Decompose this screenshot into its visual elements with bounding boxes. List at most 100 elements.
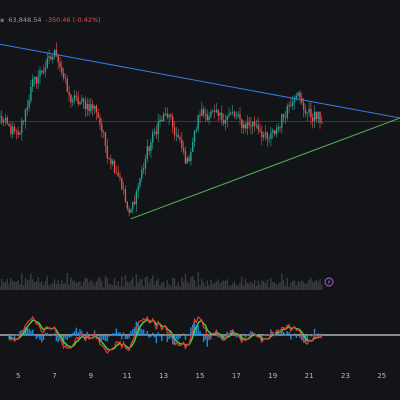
candle-body — [170, 114, 172, 117]
candle-body — [113, 160, 116, 173]
price-header: ▪ 63,848.54 -350.46 (-0.42%) — [0, 14, 101, 26]
candle-body — [202, 109, 205, 115]
oscillator-histogram-bar — [281, 330, 283, 336]
candle-body — [72, 100, 74, 103]
candle-body — [128, 208, 130, 213]
oscillator-histogram-bar — [13, 335, 16, 339]
candle-body — [219, 112, 221, 116]
resistance-trendline — [0, 43, 400, 119]
volume-bar — [235, 285, 238, 290]
volume-bar — [132, 277, 134, 290]
candle-body — [135, 191, 138, 205]
candle-body — [262, 134, 265, 138]
candle-body — [159, 119, 161, 122]
candle-body — [282, 114, 285, 118]
oscillator-histogram-bar — [264, 334, 267, 336]
candle-body — [217, 109, 219, 116]
candle-body — [252, 121, 254, 127]
volume-bar — [84, 277, 87, 290]
oscillator-histogram-bar — [224, 335, 227, 337]
volume-bar — [192, 276, 194, 290]
candle-body — [192, 141, 194, 152]
oscillator-histogram-bar — [39, 335, 41, 341]
volume-bar — [230, 285, 232, 290]
oscillator-histogram-bar — [66, 335, 68, 341]
oscillator-histogram-bar — [146, 330, 148, 336]
candle-body — [312, 117, 314, 121]
volume-bar — [15, 282, 18, 290]
lightning-icon[interactable] — [324, 277, 334, 287]
volume-bar — [246, 282, 248, 290]
oscillator-histogram-bar — [62, 335, 65, 345]
candle-body — [215, 109, 218, 112]
candle-body — [153, 131, 156, 133]
oscillator-histogram-bar — [88, 335, 90, 338]
oscillator-histogram-bar — [152, 332, 154, 336]
support-trendline — [130, 117, 400, 220]
candle-body — [64, 78, 67, 79]
volume-bar — [313, 281, 316, 290]
candle-body — [44, 67, 47, 72]
oscillator-histogram-bar — [306, 335, 308, 341]
oscillator-histogram-bar — [246, 334, 248, 336]
volume-bar — [202, 282, 205, 290]
volume-bar — [81, 285, 83, 290]
volume-bar — [57, 280, 59, 290]
candle-body — [301, 97, 303, 103]
volume-bar — [52, 283, 54, 290]
volume-bar — [321, 284, 323, 290]
volume-bar — [259, 284, 261, 290]
volume-bar — [286, 277, 288, 290]
candle-body — [55, 49, 58, 56]
oscillator-histogram-bar — [108, 335, 110, 337]
candle-body — [144, 158, 147, 169]
oscillator-histogram-bar — [268, 334, 270, 336]
candle-body — [19, 133, 21, 135]
volume-bar — [12, 281, 14, 290]
x-axis: 5 7 9 11 13 15 17 19 21 23 25 — [16, 372, 386, 380]
volume-bar — [128, 282, 130, 290]
volume-bar — [137, 282, 139, 290]
x-tick-label: 5 — [16, 372, 20, 380]
volume-bar — [130, 280, 132, 290]
volume-bar — [197, 272, 199, 290]
volume-bar — [55, 283, 58, 290]
oscillator-histogram-bar — [57, 335, 59, 343]
volume-bar — [308, 280, 310, 290]
candle-body — [121, 178, 123, 189]
volume-bar — [273, 281, 276, 290]
volume-bar — [299, 281, 301, 290]
candle-body — [232, 112, 234, 114]
candle-body — [50, 56, 52, 60]
volume-bar — [295, 285, 298, 290]
candle-body — [59, 62, 61, 68]
candle-body — [241, 119, 243, 129]
volume-bar — [210, 279, 212, 290]
candle-body — [261, 131, 263, 138]
candle-body — [264, 132, 267, 135]
volume-bar — [219, 283, 221, 290]
x-tick-label: 13 — [159, 372, 168, 380]
oscillator-histogram-bar — [282, 332, 285, 336]
volume-bar — [281, 273, 283, 290]
candle-body — [97, 112, 99, 118]
volume-bar — [301, 280, 303, 290]
candle-body — [233, 112, 236, 117]
volume-bar — [306, 283, 308, 290]
candle-body — [133, 201, 136, 205]
volume-bar — [126, 281, 128, 290]
oscillator-histogram-bar — [77, 332, 79, 336]
oscillator-histogram-bar — [290, 335, 292, 340]
oscillator-histogram-bar — [168, 335, 170, 340]
candle-body — [126, 201, 128, 209]
volume-bar — [32, 279, 34, 290]
candle-body — [226, 115, 228, 120]
candle-body — [210, 111, 212, 117]
candle-body — [1, 116, 3, 123]
candle-body — [30, 86, 32, 101]
oscillator-histogram-bar — [292, 334, 294, 336]
oscillator-histogram-bar — [321, 333, 323, 336]
candle-body — [42, 71, 45, 73]
